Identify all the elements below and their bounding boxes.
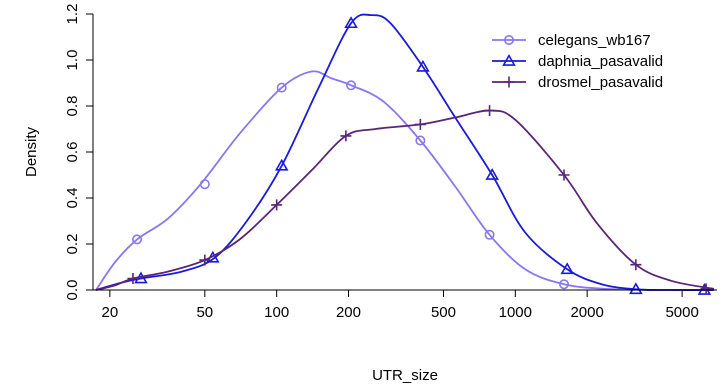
x-tick-label: 500	[431, 304, 456, 321]
data-point	[271, 199, 283, 211]
data-point	[127, 273, 139, 284]
legend-label: celegans_wb167	[538, 32, 651, 49]
data-point	[199, 179, 210, 190]
data-point	[414, 118, 426, 130]
legend-swatch-marker	[502, 53, 516, 66]
data-point	[415, 135, 426, 146]
legend-swatch-marker	[503, 34, 514, 45]
data-point	[558, 169, 570, 181]
y-tick-label: 1.2	[64, 4, 81, 25]
data-point	[346, 80, 357, 91]
data-point	[559, 279, 570, 290]
data-point	[700, 283, 712, 295]
series-line-daphnia_pasavalid	[95, 13, 714, 291]
data-point	[416, 59, 430, 72]
x-axis: 20 50 100 200 500 1000 2000 5000	[102, 290, 699, 321]
data-point	[630, 259, 642, 271]
y-tick-label: 0.0	[64, 280, 81, 301]
y-axis: 0.0 0.2 0.4 0.6 0.8 1.0 1.2	[64, 4, 93, 301]
x-tick-label: 5000	[665, 304, 698, 321]
data-point	[132, 234, 143, 245]
x-tick-label: 20	[102, 304, 119, 321]
x-tick-label: 100	[264, 304, 289, 321]
y-tick-label: 0.8	[64, 96, 81, 117]
x-tick-label: 200	[336, 304, 361, 321]
series-line-celegans_wb167	[95, 70, 714, 291]
legend-label: drosmel_pasavalid	[538, 74, 663, 91]
legend-label: daphnia_pasavalid	[538, 53, 663, 70]
x-tick-label: 2000	[570, 304, 603, 321]
series-layer	[95, 13, 715, 295]
data-point	[340, 130, 352, 142]
data-point	[344, 16, 358, 29]
data-point	[629, 282, 643, 295]
x-tick-label: 50	[196, 304, 213, 321]
y-tick-label: 0.6	[64, 142, 81, 163]
series-drosmel_pasavalid	[95, 105, 715, 295]
legend-entry: daphnia_pasavalid	[492, 53, 663, 70]
y-tick-label: 1.0	[64, 50, 81, 71]
data-point	[484, 105, 496, 117]
x-axis-title: UTR_size	[372, 367, 438, 384]
y-tick-label: 0.4	[64, 188, 81, 209]
legend: celegans_wb167 daphnia_pasavalid drosmel_p…	[492, 32, 663, 91]
data-point	[276, 82, 287, 93]
y-axis-title: Density	[23, 126, 40, 177]
data-point	[274, 158, 289, 171]
y-tick-label: 0.2	[64, 234, 81, 255]
x-tick-label: 1000	[499, 304, 532, 321]
data-point	[485, 167, 499, 180]
legend-entry: celegans_wb167	[492, 32, 651, 49]
data-point	[199, 254, 211, 266]
legend-swatch-marker	[503, 76, 515, 88]
series-celegans_wb167	[95, 70, 714, 291]
axes-layer: 20 50 100 200 500 1000 2000 5000 0.00.20.40.60.…	[23, 4, 717, 384]
data-point	[484, 229, 495, 240]
legend-entry: drosmel_pasavalid	[492, 74, 663, 91]
data-point	[560, 262, 574, 275]
series-line-drosmel_pasavalid	[95, 109, 715, 291]
